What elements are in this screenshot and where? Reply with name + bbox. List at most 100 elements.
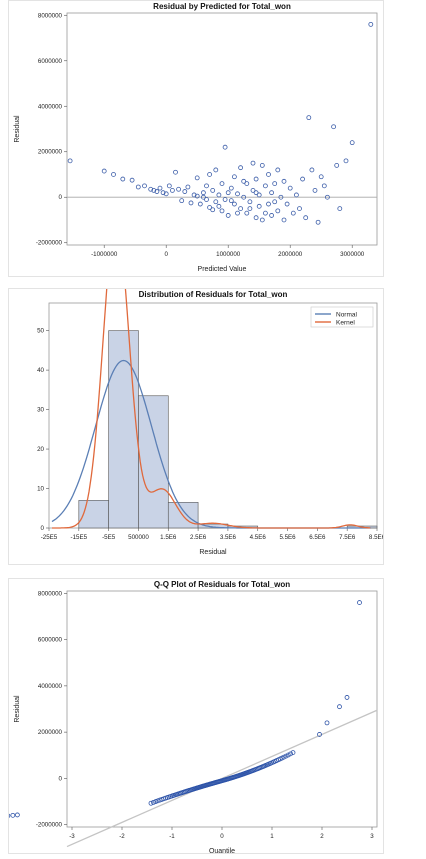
y-tick-label: 8000000 <box>38 590 63 597</box>
residual-point <box>368 21 374 27</box>
residual-point <box>309 167 315 173</box>
y-tick-label: 30 <box>37 407 44 414</box>
qq-point <box>344 695 350 700</box>
qq-point <box>357 600 362 605</box>
residual-point <box>238 165 244 171</box>
residual-point <box>250 160 256 166</box>
y-axis-label: Residual <box>14 695 21 723</box>
residual-point <box>278 194 284 200</box>
qq-point <box>288 751 293 757</box>
residual-point <box>259 217 265 223</box>
residual-point <box>256 203 262 209</box>
residual-point <box>272 199 278 205</box>
y-tick-label: 20 <box>37 446 44 453</box>
residual-point <box>337 206 343 212</box>
legend-label: Kernel <box>336 319 355 326</box>
x-tick-label: -25E5 <box>41 534 58 541</box>
residual-point <box>129 177 135 183</box>
y-tick-label: 4000000 <box>38 103 63 110</box>
residual-point <box>262 183 268 189</box>
qq-point <box>337 704 342 710</box>
x-tick-label: 1000000 <box>216 251 241 258</box>
residual-point <box>216 192 222 198</box>
residual-point <box>231 174 237 180</box>
x-axis-label: Quantile <box>209 848 235 853</box>
residual-point <box>241 194 247 200</box>
residual-point <box>197 201 203 207</box>
residual-point <box>135 184 141 190</box>
histogram-bar <box>108 330 139 529</box>
x-tick-label: -1 <box>169 833 175 840</box>
residual-point <box>315 219 321 225</box>
y-tick-label: 40 <box>37 367 44 374</box>
residual-point <box>284 201 290 207</box>
qq-point <box>285 752 291 758</box>
y-tick-label: 0 <box>59 194 63 201</box>
residual-point <box>266 172 271 177</box>
residual-point <box>238 206 244 212</box>
residual-point <box>318 174 324 180</box>
residual-point <box>269 213 275 218</box>
y-tick-label: 0 <box>41 525 45 532</box>
residual-point <box>275 167 281 173</box>
qq-plot-panel: Q-Q Plot of Residuals for Total_won Quant… <box>8 578 384 854</box>
residual-point <box>176 186 182 192</box>
y-tick-label: -2000000 <box>36 240 63 247</box>
residual-point <box>331 124 337 130</box>
x-tick-label: 500000 <box>128 534 149 541</box>
chart-title: Q-Q Plot of Residuals for Total_won <box>154 580 290 589</box>
residual-point <box>188 200 194 206</box>
residual-point <box>228 185 234 191</box>
x-tick-label: -1000000 <box>91 251 118 258</box>
residual-point <box>244 210 250 216</box>
residual-point <box>210 188 216 193</box>
residual-point <box>219 208 225 214</box>
residual-point <box>250 188 256 193</box>
residual-point <box>160 190 166 196</box>
residual-point <box>225 213 231 218</box>
residual-point <box>213 167 219 173</box>
y-tick-label: 0 <box>59 775 63 782</box>
residual-point <box>200 194 206 200</box>
x-tick-label: 1 <box>270 833 274 840</box>
x-tick-label: 5.5E6 <box>279 534 296 541</box>
residual-point <box>247 199 253 205</box>
residual-point <box>266 201 271 207</box>
y-axis-label: Residual <box>14 115 21 143</box>
chart-title: Distribution of Residuals for Total_won <box>139 290 288 299</box>
residual-point <box>120 176 126 182</box>
x-tick-label: 3 <box>370 833 374 840</box>
residual-point <box>111 172 116 177</box>
qq-point <box>290 750 296 756</box>
chart-title: Residual by Predicted for Total_won <box>153 2 291 11</box>
residual-point <box>204 197 209 202</box>
y-tick-label: 6000000 <box>38 58 63 65</box>
residual-point <box>169 188 175 193</box>
x-tick-label: 2000000 <box>278 251 303 258</box>
x-tick-label: 6.5E6 <box>309 534 326 541</box>
residual-point <box>200 190 206 196</box>
qq-point <box>324 720 330 726</box>
residual-point <box>281 178 287 184</box>
residual-point <box>256 192 262 198</box>
residual-point <box>213 199 219 205</box>
residual-point <box>228 198 234 204</box>
plot-area <box>66 590 378 828</box>
y-tick-label: 6000000 <box>38 637 63 644</box>
residual-point <box>253 215 259 221</box>
residual-point <box>269 190 275 196</box>
residual-point <box>349 140 355 146</box>
y-tick-label: 50 <box>37 328 44 335</box>
qq-point <box>14 812 20 818</box>
residual-point <box>219 181 225 186</box>
residual-by-predicted-chart: Residual by Predicted for Total_won Predi… <box>14 2 378 273</box>
x-axis-label: Residual <box>199 549 227 556</box>
residual-point <box>334 162 340 168</box>
residual-distribution-panel: Distribution of Residuals for Total_won R… <box>8 288 384 565</box>
residual-point <box>247 206 253 212</box>
residual-point <box>297 206 302 212</box>
residual-point <box>157 185 163 191</box>
qq-point <box>155 798 161 804</box>
residual-point <box>148 186 154 192</box>
y-tick-label: 2000000 <box>38 729 63 736</box>
